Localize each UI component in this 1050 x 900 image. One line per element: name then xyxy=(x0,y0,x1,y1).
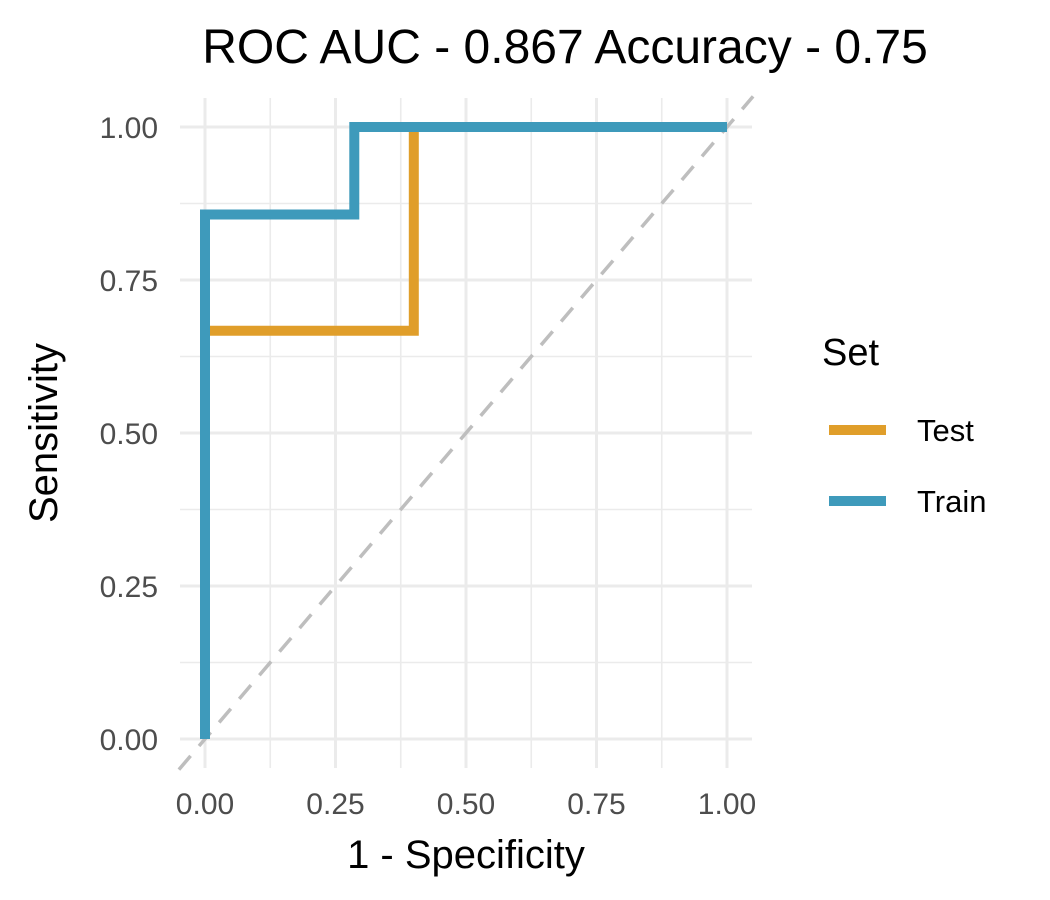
x-tick-label: 0.50 xyxy=(437,788,495,821)
legend: Set Test Train xyxy=(822,332,986,519)
legend-title: Set xyxy=(822,332,879,374)
y-tick-label: 0.50 xyxy=(100,418,158,451)
series-lines xyxy=(200,122,727,739)
y-tick-label: 0.00 xyxy=(100,724,158,757)
reference-line xyxy=(177,95,755,771)
chart-title: ROC AUC - 0.867 Accuracy - 0.75 xyxy=(202,21,928,74)
x-tick-label: 0.00 xyxy=(176,788,234,821)
reference-diagonal xyxy=(177,95,755,771)
y-tick-label: 0.75 xyxy=(100,265,158,298)
x-tick-label: 0.75 xyxy=(567,788,625,821)
legend-label-test: Test xyxy=(917,413,974,448)
x-tick-label: 1.00 xyxy=(698,788,756,821)
legend-label-train: Train xyxy=(917,484,986,519)
x-axis-title: 1 - Specificity xyxy=(347,833,585,877)
x-tick-label: 0.25 xyxy=(306,788,364,821)
y-tick-label: 1.00 xyxy=(100,112,158,145)
y-axis-title: Sensitivity xyxy=(22,343,66,523)
y-tick-labels: 0.00 0.25 0.50 0.75 1.00 xyxy=(100,112,158,757)
x-tick-labels: 0.00 0.25 0.50 0.75 1.00 xyxy=(176,788,756,821)
y-tick-label: 0.25 xyxy=(100,571,158,604)
series-line-train xyxy=(200,122,727,739)
